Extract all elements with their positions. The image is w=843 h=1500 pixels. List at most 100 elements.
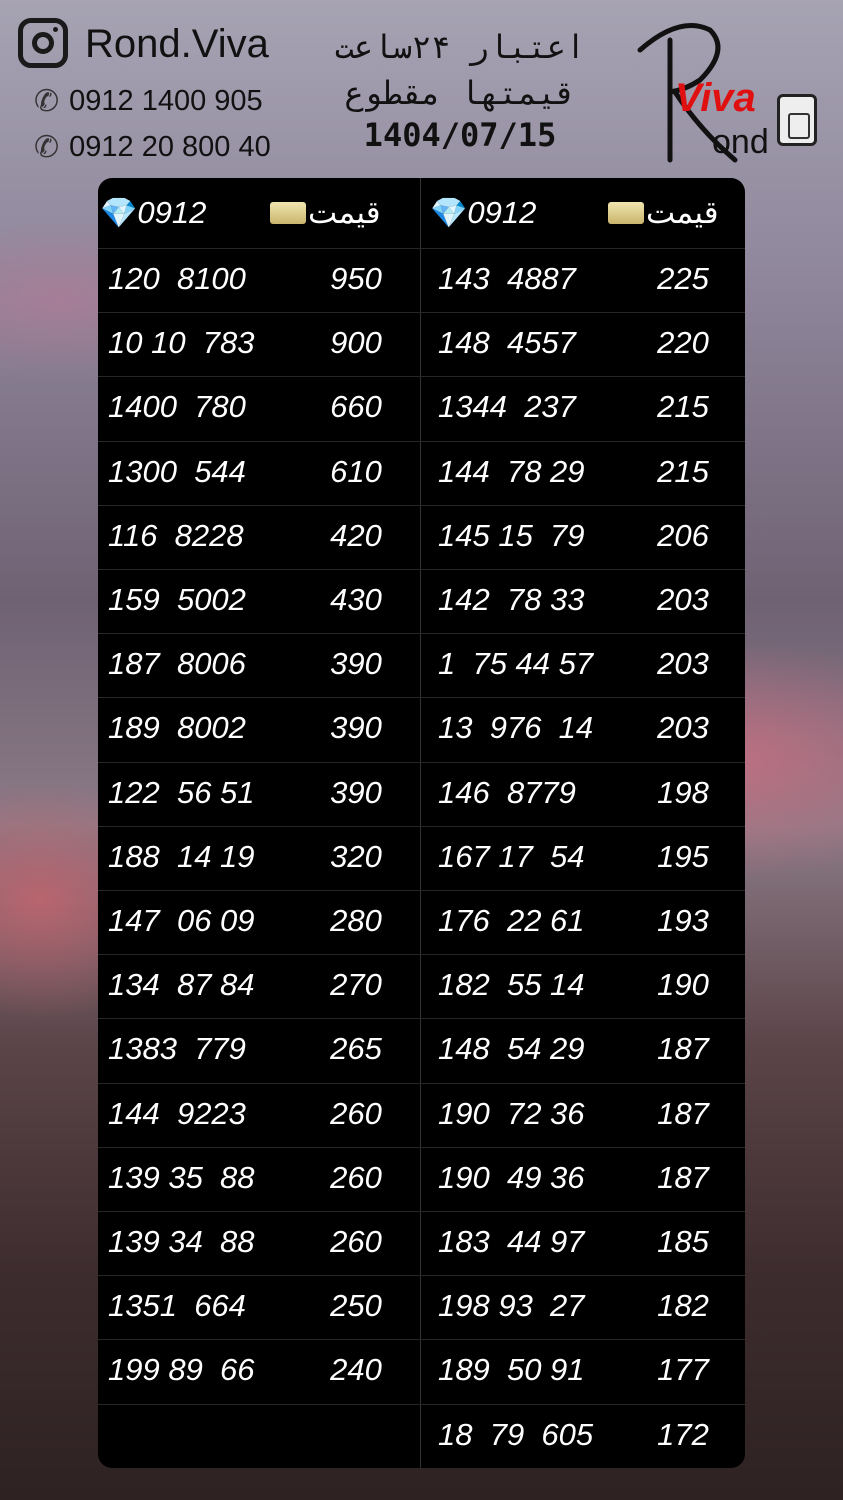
- phone-number: 0912 1400 905: [69, 85, 263, 117]
- validity-text: اعتبار ۲۴ساعت: [334, 28, 586, 66]
- fixed-prices-text: قیمتها مقطوع: [344, 74, 576, 112]
- phone-number-cell: 1383 779: [108, 1031, 246, 1067]
- number-header: 0912: [467, 195, 537, 230]
- phone-icon: ✆: [34, 131, 60, 164]
- table-row: 120 8100 950 143 4887 225: [98, 248, 745, 312]
- diamond-icon: 💎: [100, 196, 138, 230]
- logo-ond-text: ond: [712, 123, 769, 161]
- phone-number-cell: 116 8228: [108, 517, 244, 553]
- phone-number-cell: 189 50 91: [438, 1352, 585, 1388]
- price-cell: 250: [330, 1288, 382, 1324]
- price-cell: 280: [330, 903, 382, 938]
- phone-number-cell: 144 78 29: [438, 453, 585, 489]
- phone-number-cell: 189 8002: [108, 710, 246, 746]
- phone-number-cell: 146 8779: [438, 774, 576, 810]
- price-cell: 220: [657, 325, 709, 361]
- phone-number-cell: 190 72 36: [438, 1095, 585, 1131]
- phone-number-cell: 145 15 79: [438, 517, 585, 553]
- phone-number-cell: 176 22 61: [438, 903, 585, 938]
- price-cell: 177: [657, 1352, 709, 1388]
- phone-number-cell: 190 49 36: [438, 1159, 585, 1195]
- phone-number-cell: 148 54 29: [438, 1031, 585, 1067]
- column-divider: [420, 178, 421, 1468]
- phone-number-cell: 187 8006: [108, 646, 246, 682]
- table-row: 122 56 51 390 146 8779 198: [98, 761, 745, 826]
- table-row: 199 89 66 240 189 50 91 177: [98, 1339, 745, 1403]
- price-cell: 195: [657, 838, 709, 874]
- phone-number-cell: 1400 780: [108, 389, 246, 425]
- price-cell: 190: [657, 967, 709, 1003]
- price-cell: 900: [330, 325, 382, 361]
- table-row: 159 5002 430 142 78 33 203: [98, 569, 745, 633]
- price-cell: 203: [657, 646, 709, 682]
- phone-number-cell: 142 78 33: [438, 582, 585, 617]
- table-row: 116 8228 420 145 15 79 206: [98, 504, 745, 569]
- price-cell: 185: [657, 1224, 709, 1259]
- table-row: 139 34 88 260 183 44 97 185: [98, 1211, 745, 1275]
- price-cell: 206: [657, 517, 709, 553]
- phone-number-cell: 182 55 14: [438, 967, 585, 1003]
- table-row: 1351 664 250 198 93 27 182: [98, 1275, 745, 1339]
- phone-2: ✆ 0912 20 800 40: [34, 130, 271, 165]
- phone-number-cell: 1300 544: [108, 453, 246, 489]
- logo-r-mark: [637, 23, 738, 163]
- price-cell: 215: [657, 453, 709, 489]
- phone-number-cell: 13 976 14: [438, 710, 594, 746]
- phone-number-cell: 18 79 605: [438, 1416, 594, 1452]
- phone-number-cell: 122 56 51: [108, 774, 255, 810]
- table-row: 144 9223 260 190 72 36 187: [98, 1082, 745, 1147]
- price-cell: 950: [330, 261, 382, 296]
- table-row: 1383 779 265 148 54 29 187: [98, 1018, 745, 1082]
- phone-number-cell: 143 4887: [438, 261, 576, 296]
- phone-icon: ✆: [34, 85, 60, 118]
- price-header: قیمت: [270, 195, 381, 231]
- phone-number-cell: 148 4557: [438, 325, 576, 361]
- price-cell: 215: [657, 389, 709, 425]
- phone-number-cell: 159 5002: [108, 582, 246, 617]
- phone-1: ✆ 0912 1400 905: [34, 84, 263, 119]
- price-header-label: قیمت: [308, 195, 381, 230]
- phone-number-cell: 183 44 97: [438, 1224, 585, 1259]
- phone-number-cell: 1344 237: [438, 389, 576, 425]
- price-cell: 390: [330, 710, 382, 746]
- phone-number-cell: 1351 664: [108, 1288, 246, 1324]
- price-cell: 198: [657, 774, 709, 810]
- price-cell: 260: [330, 1159, 382, 1195]
- price-cell: 430: [330, 582, 382, 617]
- price-header-label: قیمت: [646, 195, 719, 230]
- table-row: 1300 544 610 144 78 29 215: [98, 440, 745, 505]
- price-cell: 260: [330, 1224, 382, 1259]
- price-cell: 260: [330, 1095, 382, 1131]
- price-cell: 187: [657, 1095, 709, 1131]
- phone-number-cell: 198 93 27: [438, 1288, 585, 1324]
- phone-number-cell: 167 17 54: [438, 838, 585, 874]
- price-cell: 610: [330, 453, 382, 489]
- date: 1404/07/15: [363, 116, 557, 154]
- price-cell: 240: [330, 1352, 382, 1388]
- table-row: 18 79 605 172: [98, 1403, 745, 1468]
- logo-viva-text: Viva: [675, 76, 756, 120]
- price-cell: 390: [330, 646, 382, 682]
- phone-number-cell: 139 34 88: [108, 1224, 255, 1259]
- phone-number-cell: 134 87 84: [108, 967, 255, 1003]
- card-icon: [270, 202, 306, 224]
- price-cell: 390: [330, 774, 382, 810]
- table-row: 139 35 88 260 190 49 36 187: [98, 1146, 745, 1211]
- instagram-handle: Rond.Viva: [85, 22, 269, 66]
- table-row: 187 8006 390 1 75 44 57 203: [98, 633, 745, 697]
- phone-number-cell: 144 9223: [108, 1095, 246, 1131]
- rond-viva-logo: Viva ond: [630, 20, 825, 165]
- instagram-icon: [18, 18, 68, 68]
- phone-number-cell: 120 8100: [108, 261, 246, 296]
- table-row: 10 10 783 900 148 4557 220: [98, 312, 745, 376]
- diamond-icon: 💎: [430, 196, 468, 230]
- price-cell: 182: [657, 1288, 709, 1324]
- number-header: 0912: [137, 195, 207, 230]
- price-cell: 225: [657, 261, 709, 296]
- price-cell: 270: [330, 967, 382, 1003]
- sim-card-icon: [777, 94, 817, 146]
- price-cell: 172: [657, 1416, 709, 1452]
- price-cell: 420: [330, 517, 382, 553]
- phone-number-cell: 1 75 44 57: [438, 646, 594, 682]
- table-row: 134 87 84 270 182 55 14 190: [98, 954, 745, 1018]
